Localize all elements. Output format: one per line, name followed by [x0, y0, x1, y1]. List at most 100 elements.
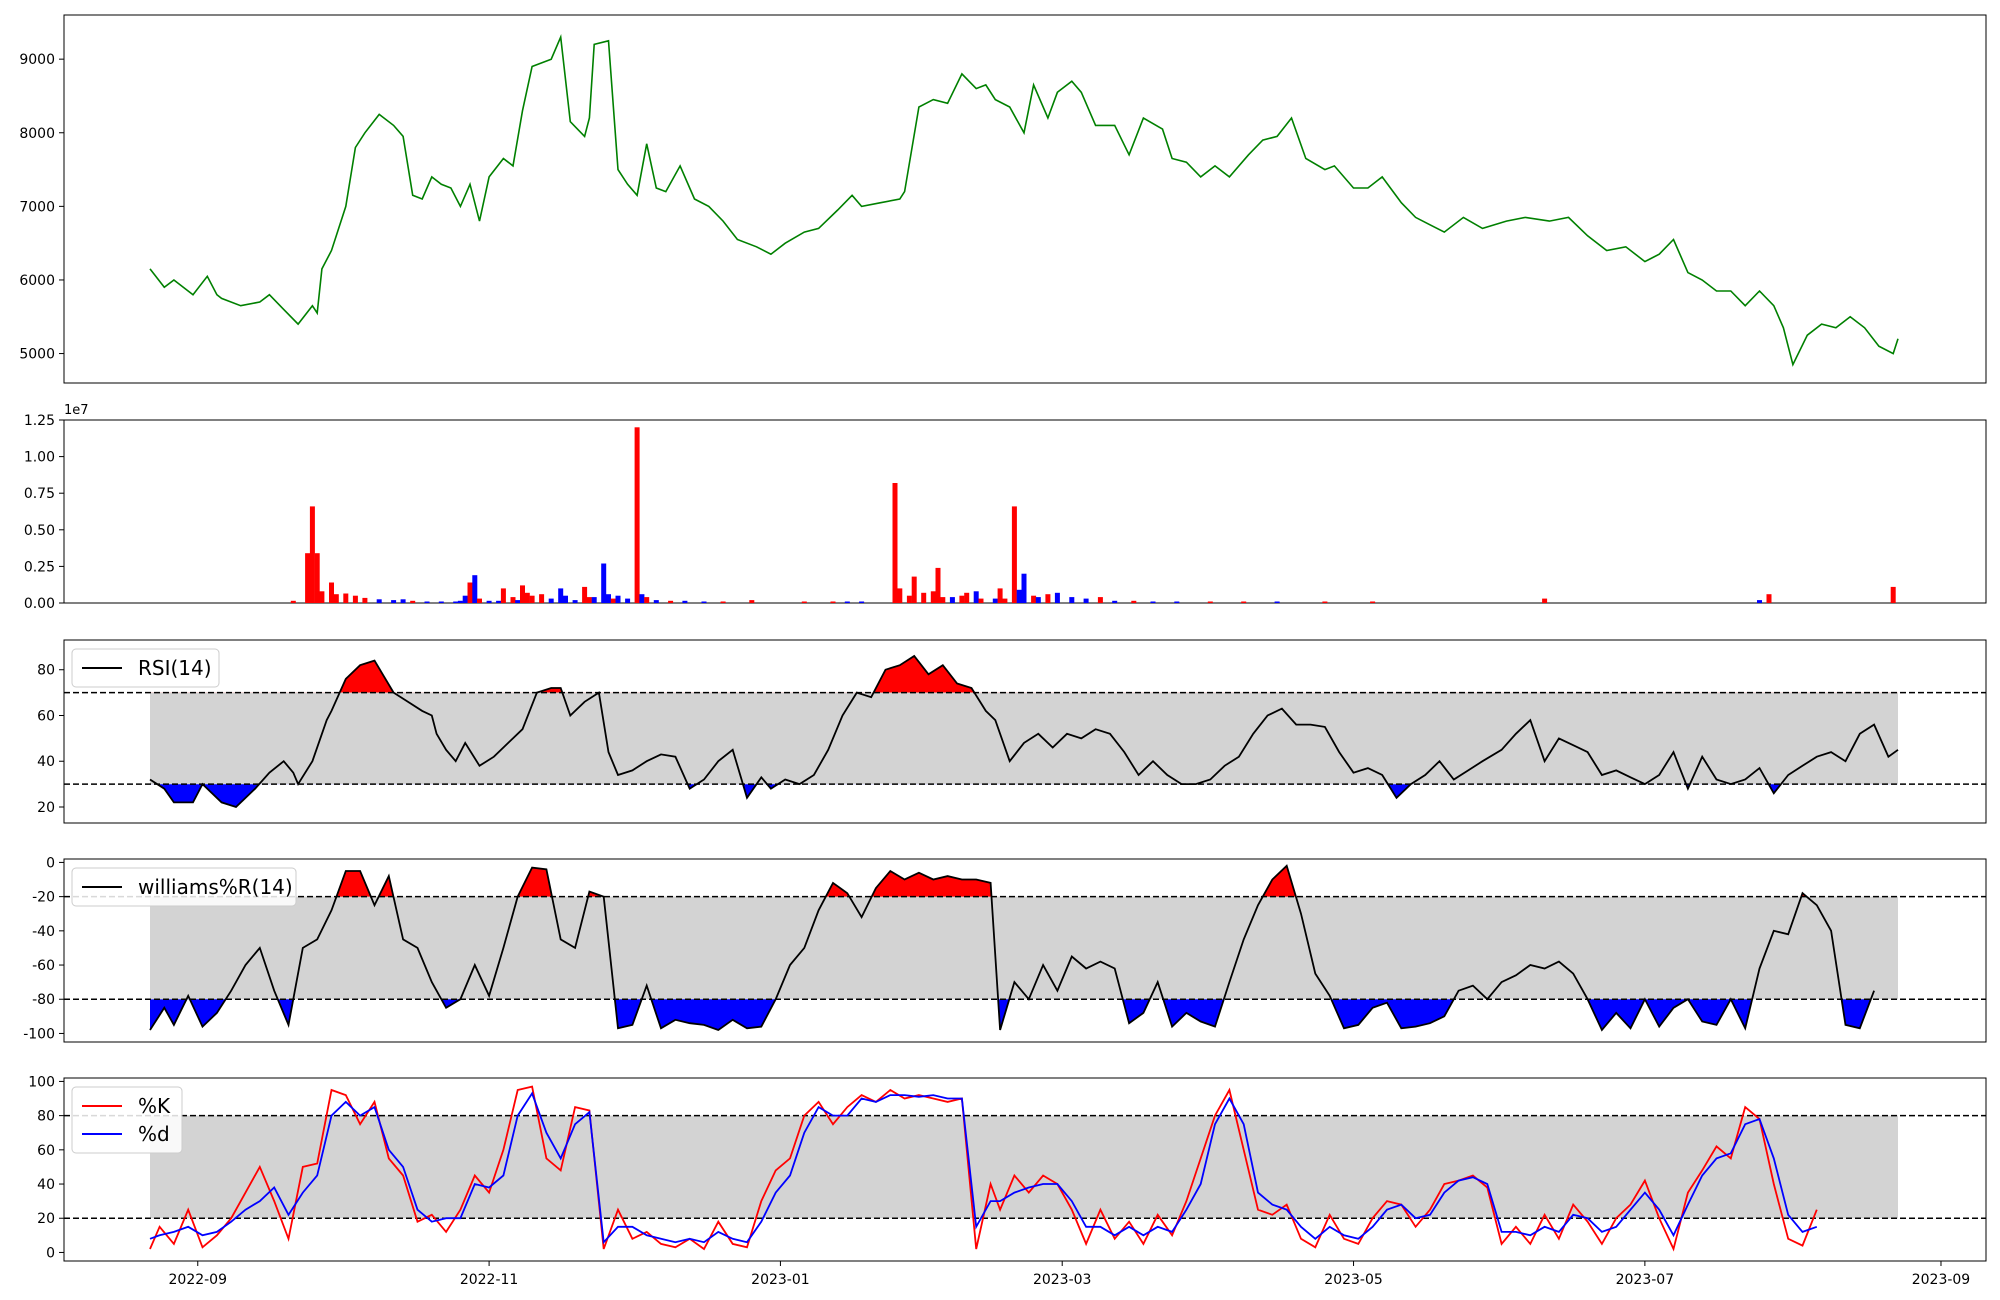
x-tick-label: 2023-09	[1912, 1272, 1971, 1288]
volume-bar	[1002, 598, 1008, 603]
volume-bar	[486, 600, 492, 603]
volume-bar	[1370, 601, 1376, 603]
volume-bar	[438, 601, 444, 603]
volume-bar	[462, 595, 468, 603]
panel-frame	[63, 858, 1987, 1043]
y-tick-label: 5000	[19, 347, 55, 363]
volume-bar	[1031, 595, 1037, 603]
x-tick-label: 2023-07	[1616, 1272, 1675, 1288]
y-tick-label: 6000	[19, 273, 55, 289]
volume-bar	[644, 597, 650, 603]
volume-bar	[997, 588, 1003, 603]
y-tick-label: -100	[23, 1026, 55, 1042]
y-tick-label: 80	[37, 1109, 55, 1125]
volume-bar	[457, 600, 463, 603]
y-tick-label: 40	[37, 754, 55, 770]
volume-bar	[601, 563, 607, 603]
volume-bar	[582, 586, 588, 603]
volume-bar	[1069, 597, 1075, 603]
y-tick-label: 0.50	[24, 523, 55, 539]
volume-bar	[500, 588, 506, 603]
y-tick-label: -60	[32, 958, 55, 974]
volume-bar	[906, 595, 912, 603]
volume-bar	[959, 595, 965, 603]
neutral-band	[150, 896, 1898, 1000]
volume-bar	[606, 594, 611, 603]
volume-bar	[467, 582, 473, 603]
y-tick-label: 0	[46, 1245, 55, 1261]
y-tick-label: -80	[32, 992, 55, 1008]
volume-bar	[844, 601, 850, 603]
volume-bar	[477, 598, 482, 603]
y-tick-label: 1.00	[24, 450, 55, 466]
panel-frame	[63, 639, 1987, 824]
volume-bar	[701, 601, 707, 603]
volume-bar	[1131, 600, 1137, 603]
volume-bar	[1174, 601, 1180, 603]
volume-bar	[1021, 573, 1027, 603]
neutral-band	[150, 692, 1898, 785]
volume-bar	[859, 601, 865, 603]
volume-bar	[400, 599, 406, 603]
overbought-fill	[150, 865, 1807, 897]
volume-bar	[529, 595, 535, 603]
y-tick-label: 40	[37, 1177, 55, 1193]
volume-bar	[1016, 589, 1022, 603]
y-tick-label: 100	[28, 1074, 55, 1090]
volume-bar	[558, 588, 564, 603]
panel-frame	[63, 14, 1987, 384]
volume-bar	[1083, 598, 1089, 603]
volume-bar	[1274, 601, 1280, 603]
volume-bar	[897, 588, 903, 603]
volume-bar	[625, 598, 631, 603]
volume-bar	[362, 597, 368, 603]
volume-bar	[801, 601, 807, 603]
volume-bar	[563, 595, 568, 603]
y-offset-label: 1e7	[64, 403, 89, 418]
volume-bar	[290, 600, 296, 603]
volume-bar	[1241, 601, 1247, 603]
y-tick-label: 20	[37, 800, 55, 816]
volume-bar	[343, 593, 349, 603]
volume-bar	[892, 483, 898, 603]
volume-bar	[329, 582, 334, 603]
legend-label: RSI(14)	[138, 656, 212, 680]
y-tick-label: 8000	[19, 126, 55, 142]
volume-bar	[749, 600, 755, 603]
legend-box	[71, 1086, 183, 1154]
legend-box	[71, 648, 220, 688]
volume-bar	[333, 594, 339, 603]
indicator-line	[149, 864, 1875, 1032]
volume-bar	[515, 600, 521, 603]
volume-bar	[1757, 600, 1762, 603]
volume-bar	[940, 597, 946, 603]
legend-label: %d	[138, 1122, 170, 1146]
volume-bar	[911, 576, 917, 603]
volume-bar	[1150, 601, 1156, 603]
volume-bar	[510, 597, 516, 603]
x-tick-label: 2023-05	[1324, 1272, 1383, 1288]
volume-bar	[949, 597, 955, 603]
volume-bar	[1542, 598, 1548, 603]
volume-bar	[586, 597, 592, 603]
volume-bar	[591, 597, 597, 603]
volume-bar	[453, 601, 459, 603]
x-tick-label: 2022-09	[169, 1272, 228, 1288]
volume-bar	[472, 575, 478, 603]
oversold-fill	[150, 999, 1871, 1030]
y-tick-label: 0.75	[24, 486, 55, 502]
volume-bar	[830, 601, 836, 603]
y-tick-label: 9000	[19, 52, 55, 68]
volume-bar	[930, 591, 936, 603]
series-line	[149, 1091, 1818, 1245]
y-tick-label: 0.25	[24, 559, 55, 575]
x-tick-label: 2023-01	[751, 1272, 810, 1288]
x-tick-label: 2023-03	[1033, 1272, 1092, 1288]
volume-bar	[496, 600, 502, 603]
legend-label: %K	[138, 1094, 171, 1118]
volume-bar	[1112, 600, 1118, 603]
y-tick-label: 7000	[19, 199, 55, 215]
volume-bar	[376, 599, 382, 603]
legend-box	[71, 867, 297, 907]
volume-bar	[964, 592, 970, 603]
